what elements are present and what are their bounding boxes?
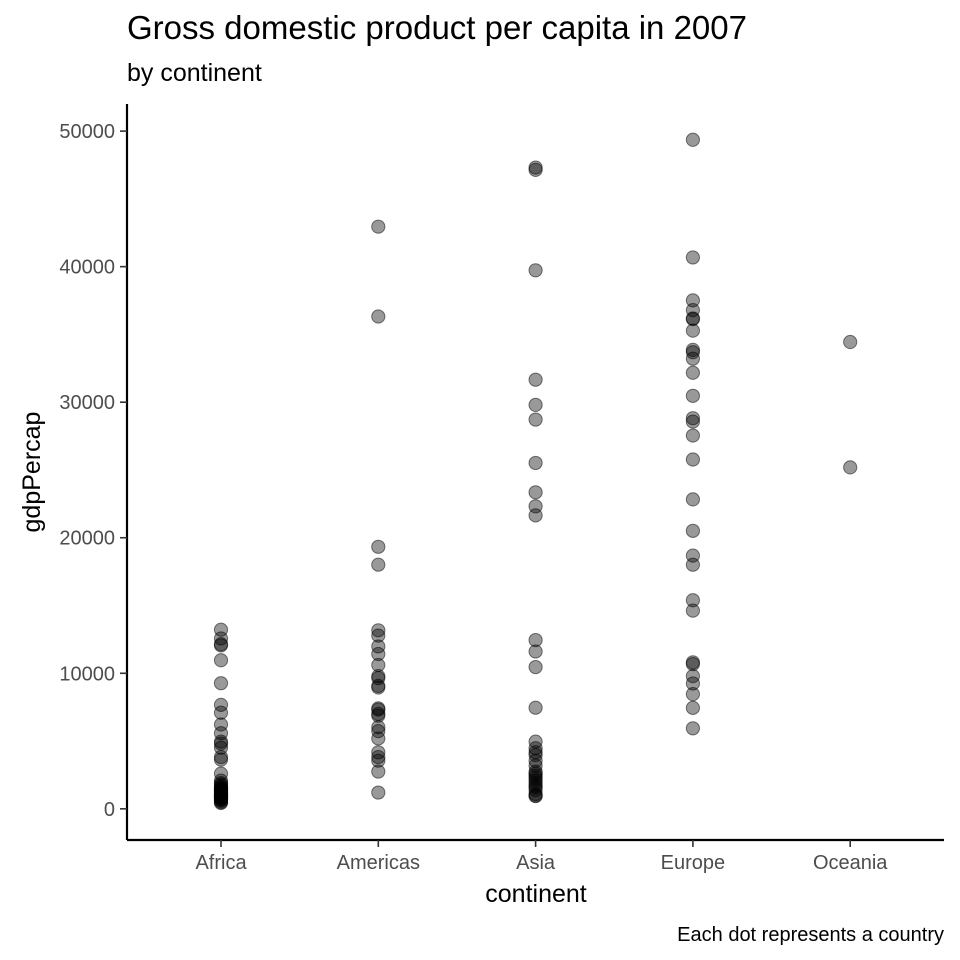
data-point-europe: [685, 700, 701, 715]
data-point-africa: [213, 638, 229, 653]
data-point-asia: [528, 632, 543, 648]
data-point-asia: [528, 659, 543, 675]
data-point-americas: [371, 719, 386, 735]
data-point-europe: [685, 676, 701, 691]
data-point-europe: [685, 388, 701, 403]
data-point-asia: [528, 775, 543, 791]
data-point-europe: [685, 687, 701, 702]
data-point-europe: [685, 411, 701, 426]
data-point-asia: [528, 758, 543, 773]
data-point-asia: [528, 372, 543, 387]
data-point-americas: [371, 557, 386, 572]
y-tick-label: 40000: [59, 257, 115, 279]
data-point-asia: [528, 485, 543, 500]
data-point-africa: [213, 726, 229, 741]
data-point-europe: [685, 414, 701, 429]
data-point-europe: [685, 323, 701, 338]
x-tick-label: Oceania: [813, 852, 888, 874]
points-layer: [213, 132, 858, 811]
data-point-europe: [685, 721, 701, 736]
y-tick-label: 0: [104, 799, 115, 821]
data-point-americas: [371, 724, 386, 739]
data-point-americas: [371, 745, 386, 760]
data-point-africa: [213, 653, 229, 668]
data-point-europe: [685, 452, 701, 467]
data-point-asia: [528, 788, 543, 804]
data-point-americas: [371, 309, 386, 324]
x-axis-title: continent: [485, 880, 587, 908]
data-point-europe: [685, 557, 701, 572]
chart-caption: Each dot represents a country: [677, 924, 944, 946]
data-point-asia: [528, 412, 543, 427]
data-point-africa: [213, 789, 229, 804]
data-point-americas: [371, 628, 386, 643]
data-point-europe: [685, 428, 701, 443]
x-tick-label: Europe: [661, 852, 726, 874]
data-point-oceania: [843, 460, 858, 475]
data-point-americas: [371, 623, 386, 638]
data-point-americas: [371, 219, 386, 234]
data-point-americas: [371, 785, 386, 800]
data-point-africa: [213, 676, 229, 691]
data-point-europe: [685, 351, 701, 366]
y-axis-title: gdpPercap: [18, 412, 46, 533]
data-point-asia: [528, 644, 543, 659]
data-point-africa: [213, 752, 229, 767]
data-point-europe: [685, 669, 701, 684]
data-point-europe: [685, 523, 701, 538]
data-point-americas: [371, 539, 386, 554]
data-point-asia: [528, 747, 543, 763]
data-point-europe: [685, 250, 701, 265]
data-point-asia: [528, 700, 543, 715]
chart-title: Gross domestic product per capita in 200…: [127, 9, 747, 46]
data-point-asia: [528, 397, 543, 413]
x-tick-label: Africa: [195, 852, 247, 874]
data-point-europe: [685, 312, 701, 327]
data-point-europe: [685, 132, 701, 147]
data-point-africa: [213, 697, 229, 712]
data-point-americas: [371, 731, 386, 746]
data-point-americas: [371, 680, 386, 695]
data-point-europe: [685, 656, 701, 672]
data-point-oceania: [843, 334, 858, 350]
y-tick-label: 30000: [59, 392, 115, 414]
data-point-americas: [371, 639, 386, 654]
data-point-asia: [528, 263, 543, 278]
data-point-asia: [528, 455, 543, 471]
data-point-americas: [371, 753, 386, 768]
x-tick-label: Asia: [516, 852, 556, 874]
data-point-americas: [371, 708, 386, 723]
data-point-americas: [371, 764, 386, 779]
y-tick-label: 50000: [59, 121, 115, 143]
y-axis: 0 10000 20000 30000 40000 50000: [59, 104, 129, 840]
data-point-europe: [685, 293, 701, 308]
data-point-africa: [213, 705, 229, 720]
data-point-europe: [685, 365, 701, 380]
data-point-europe: [685, 603, 701, 618]
x-axis: Africa Americas Asia Europe Oceania: [127, 838, 944, 874]
data-point-europe: [685, 593, 701, 608]
data-point-europe: [685, 492, 701, 507]
y-tick-label: 10000: [59, 663, 115, 685]
data-point-americas: [371, 702, 386, 717]
data-point-americas: [371, 749, 386, 765]
y-tick-label: 20000: [59, 528, 115, 550]
chart-subtitle: by continent: [127, 59, 262, 87]
data-point-asia: [528, 508, 543, 523]
data-point-americas: [371, 646, 386, 662]
data-point-asia: [528, 162, 543, 177]
x-tick-label: Americas: [337, 852, 420, 874]
